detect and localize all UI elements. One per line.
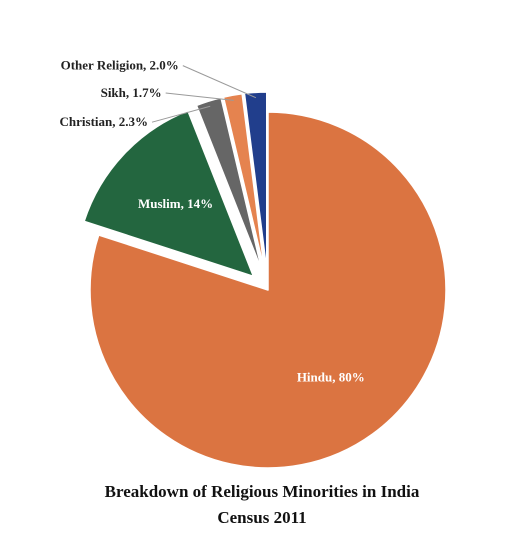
leader-line-christian: [151, 105, 211, 123]
leader-line-sikh: [165, 92, 234, 101]
slice-label-christian: Christian, 2.3%: [60, 114, 148, 129]
pie-slice-christian: [195, 96, 263, 272]
pie-slice-other-religion: [243, 91, 268, 271]
pie-slice-sikh: [222, 92, 266, 272]
slice-label-other-religion: Other Religion, 2.0%: [61, 58, 179, 73]
slice-label-muslim: Muslim, 14%: [138, 196, 213, 211]
chart-title-line-1: Breakdown of Religious Minorities in Ind…: [104, 482, 420, 501]
leader-line-other-religion: [182, 65, 257, 99]
pie-slice-hindu: [89, 111, 447, 469]
chart-title-line-2: Census 2011: [217, 508, 307, 527]
slice-label-hindu: Hindu, 80%: [297, 369, 365, 384]
slice-label-sikh: Sikh, 1.7%: [101, 85, 162, 100]
